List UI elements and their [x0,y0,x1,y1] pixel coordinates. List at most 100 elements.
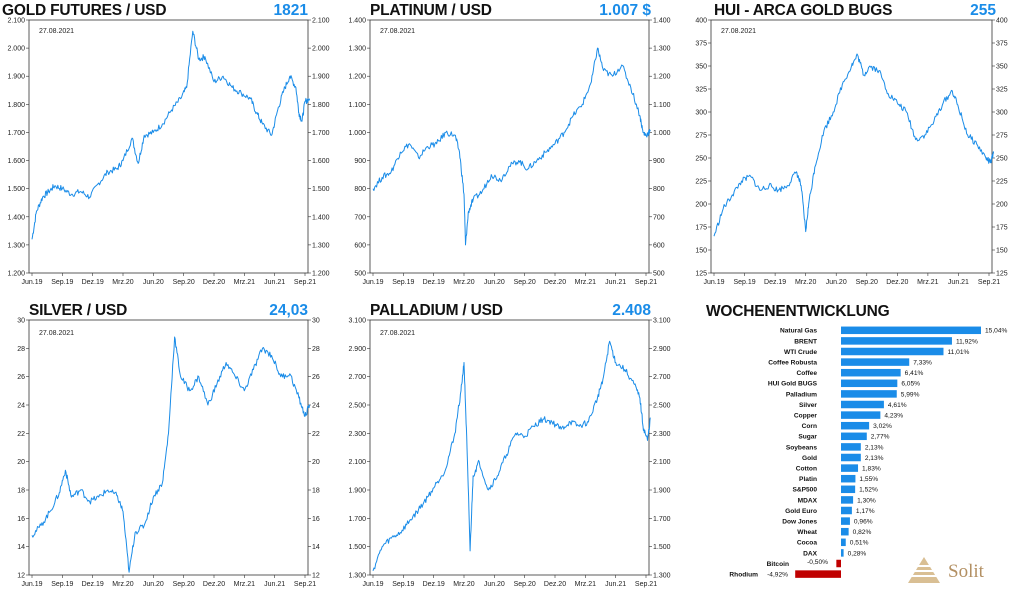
y-tick-label-left: 275 [695,133,707,140]
bar-category-label: Rhodium [729,572,758,579]
y-tick-label-right: 275 [996,133,1008,140]
bar [841,453,861,462]
y-tick-label-right: 125 [996,271,1008,278]
y-tick-label-left: 325 [695,87,707,94]
x-tick-label: Mrz.21 [575,581,597,588]
bar-value-label: 1,83% [862,466,881,473]
y-tick-label-right: 900 [653,158,665,165]
bar [841,326,981,335]
x-tick-label: Dez.19 [423,279,445,286]
bar-value-label: 6,05% [901,381,920,388]
y-tick-label-left: 28 [17,346,25,353]
x-tick-label: Jun.19 [21,581,42,588]
bar-value-label: 11,92% [956,338,978,345]
y-tick-label-left: 2.000 [7,46,25,53]
bar [795,570,841,578]
y-tick-label-left: 1.700 [7,130,25,137]
x-tick-label: Sep.20 [514,581,536,588]
x-tick-label: Sep.21 [294,279,316,286]
bar-value-label: 1,55% [859,476,878,483]
y-tick-label-right: 500 [653,271,665,278]
y-tick-label-left: 225 [695,179,707,186]
x-tick-label: Dez.19 [82,279,104,286]
solit-logo: Solit [908,557,985,583]
y-tick-label-right: 1.700 [653,516,671,523]
y-tick-label-left: 12 [17,573,25,580]
y-tick-label-left: 2.100 [7,18,25,25]
bar [841,390,897,398]
y-tick-label-right: 16 [312,516,320,523]
x-tick-label: Sep.19 [51,581,73,588]
y-tick-label-left: 375 [695,41,707,48]
x-tick-label: Sep.20 [173,279,195,286]
chart-title: SILVER / USD [29,302,128,319]
price-series-line [31,30,311,240]
price-series-line [31,336,311,573]
y-tick-label-right: 2.100 [653,459,671,466]
x-tick-label: Sep.19 [51,279,73,286]
bar-value-label: 2,13% [865,444,884,451]
x-tick-label: Jun.20 [484,279,505,286]
bar-category-label: WTI Crude [784,349,817,356]
y-tick-label-right: 400 [996,18,1008,25]
x-tick-label: Dez.19 [82,581,104,588]
x-tick-label: Jun.21 [605,279,626,286]
bar-value-label: 4,23% [884,413,903,420]
y-tick-label-right: 225 [996,179,1008,186]
y-tick-label-left: 1.100 [348,102,366,109]
y-tick-label-left: 1.700 [348,516,366,523]
bar [841,421,870,430]
y-tick-label-left: 2.900 [348,346,366,353]
x-tick-label: Jun.21 [264,279,285,286]
bar-value-label: -0,50% [807,559,828,566]
y-tick-label-right: 30 [312,318,320,325]
chart-date: 27.08.2021 [39,330,75,337]
y-tick-label-right: 300 [996,110,1008,117]
x-tick-label: Dez.20 [886,279,908,286]
x-tick-label: Mrz.20 [453,279,475,286]
y-tick-label-right: 1.900 [312,74,330,81]
x-tick-label: Dez.20 [544,581,566,588]
x-tick-label: Jun.21 [948,279,969,286]
logo-text: Solit [948,561,985,582]
x-tick-label: Dez.19 [764,279,786,286]
bar-category-label: Natural Gas [780,328,817,335]
y-tick-label-right: 2.700 [653,374,671,381]
y-tick-label-right: 1.700 [312,130,330,137]
x-tick-label: Mrz.20 [112,581,134,588]
bar-category-label: Cotton [796,466,817,473]
x-tick-label: Jun.21 [264,581,285,588]
y-tick-label-right: 12 [312,573,320,580]
plot-frame [28,19,309,274]
y-tick-label-left: 30 [17,318,25,325]
y-tick-label-left: 900 [354,158,366,165]
y-tick-label-right: 22 [312,431,320,438]
bar-value-label: 3,02% [873,423,892,430]
y-tick-label-right: 1.200 [653,74,671,81]
bar [836,559,841,568]
x-tick-label: Sep.19 [392,279,414,286]
y-tick-label-right: 24 [312,403,320,410]
y-tick-label-right: 2.900 [653,346,671,353]
y-tick-label-right: 250 [996,156,1008,163]
bar-category-label: HUI Gold BUGS [768,381,818,388]
y-tick-label-right: 1.900 [653,488,671,495]
y-tick-label-left: 22 [17,431,25,438]
bar-value-label: 0,96% [854,519,873,526]
x-tick-label: Sep.21 [635,279,657,286]
bar-category-label: Gold Euro [785,508,817,515]
y-tick-label-left: 1.600 [7,158,25,165]
bar [841,368,901,377]
bar-category-label: Dow Jones [782,519,817,526]
y-tick-label-left: 1.500 [348,544,366,551]
y-tick-label-right: 14 [312,544,320,551]
chart-panel-hui: HUI - ARCA GOLD BUGS 255 27.08.2021 125 1… [684,2,1022,292]
x-tick-label: Sep.19 [392,581,414,588]
price-series-line [713,53,995,237]
bar-value-label: 1,52% [859,487,878,494]
y-tick-label-right: 375 [996,41,1008,48]
bar [841,474,856,483]
bar-category-label: Coffee [796,370,817,377]
y-tick-label-right: 20 [312,459,320,466]
bar-category-label: Cocoa [797,540,817,547]
